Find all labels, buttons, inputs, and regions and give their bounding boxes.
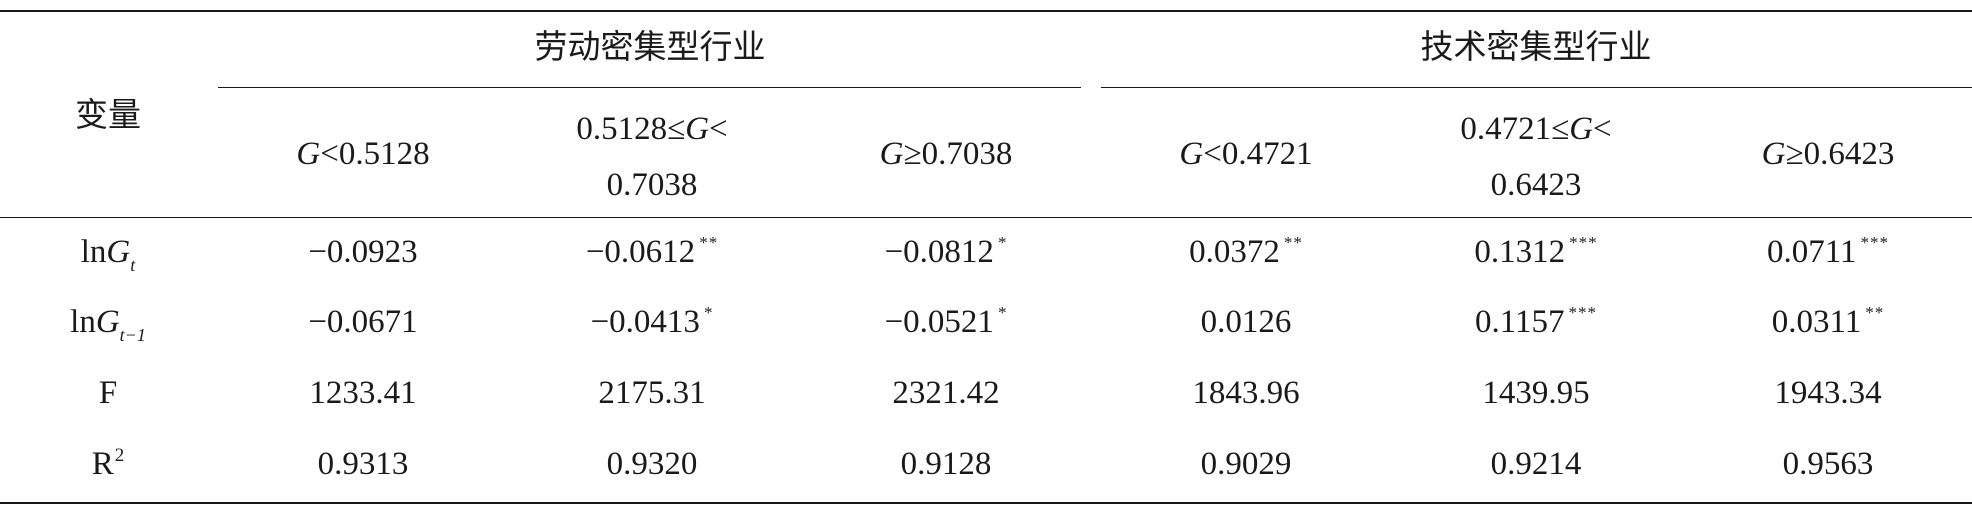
significance-stars: * — [997, 303, 1008, 322]
table-cell: 1843.96 — [1192, 375, 1300, 411]
column-header: 0.5128≤G< 0.7038 — [576, 111, 728, 203]
table-cell: 0.9320 — [606, 446, 698, 482]
row-label: R2 — [91, 445, 125, 482]
header-rule — [0, 217, 1972, 218]
table-cell: 0.0126 — [1200, 304, 1292, 340]
row-label: F — [98, 375, 118, 411]
significance-stars: ** — [699, 233, 719, 252]
italic-g: G — [879, 136, 904, 172]
table-cell: −0.0923 — [308, 234, 418, 270]
top-rule — [0, 10, 1972, 12]
significance-stars: * — [997, 233, 1008, 252]
column-header: G≥0.7038 — [879, 136, 1013, 172]
table-cell: 2175.31 — [598, 375, 706, 411]
bottom-rule — [0, 502, 1972, 504]
group-rule-labor — [218, 87, 1081, 88]
column-header: G<0.4721 — [1179, 136, 1313, 172]
italic-g: G — [1569, 111, 1594, 147]
table-cell: 0.9214 — [1490, 446, 1582, 482]
significance-stars: ** — [1865, 303, 1885, 322]
row-label-subscript: t — [130, 255, 136, 275]
row-label: lnGt — [80, 234, 136, 275]
table-cell: 0.9128 — [900, 446, 992, 482]
table-cell: 0.0372 ** — [1189, 233, 1303, 270]
column-header: G≥0.6423 — [1761, 136, 1895, 172]
table-cell: −0.0612 ** — [585, 233, 719, 270]
significance-stars: *** — [1860, 233, 1890, 252]
italic-g: G — [685, 111, 710, 147]
row-label: lnGt−1 — [70, 304, 146, 345]
group-header-labor: 劳动密集型行业 — [534, 30, 766, 66]
row-label-superscript: 2 — [114, 445, 125, 466]
italic-g: G — [1179, 136, 1204, 172]
table-cell: 2321.42 — [892, 375, 1000, 411]
table-cell: −0.0413 * — [590, 303, 714, 340]
table-cell: 0.1312 *** — [1474, 233, 1598, 270]
italic-g: G — [296, 136, 321, 172]
group-header-tech: 技术密集型行业 — [1420, 30, 1652, 66]
significance-stars: *** — [1568, 303, 1598, 322]
table-cell: 0.9563 — [1782, 446, 1874, 482]
table-cell: 0.9313 — [317, 446, 409, 482]
table-cell: −0.0812 * — [884, 233, 1008, 270]
significance-stars: ** — [1283, 233, 1303, 252]
table-cell: 0.9029 — [1200, 446, 1292, 482]
italic-g: G — [95, 304, 120, 340]
table-cell: −0.0521 * — [884, 303, 1008, 340]
row-label-subscript: t−1 — [119, 325, 146, 345]
column-header: G<0.5128 — [296, 136, 430, 172]
table-cell: 0.0711 *** — [1766, 233, 1890, 270]
table-cell: −0.0671 — [308, 304, 418, 340]
italic-g: G — [1761, 136, 1786, 172]
variable-header: 变量 — [75, 98, 141, 134]
significance-stars: *** — [1569, 233, 1598, 252]
table-cell: 0.0311 ** — [1771, 303, 1885, 340]
significance-stars: * — [703, 303, 714, 322]
table-cell: 1943.34 — [1774, 375, 1882, 411]
column-header: 0.4721≤G< 0.6423 — [1460, 111, 1612, 203]
table-cell: 0.1157 *** — [1474, 303, 1598, 340]
italic-g: G — [106, 234, 131, 270]
group-rule-tech — [1101, 87, 1972, 88]
table-cell: 1233.41 — [309, 375, 417, 411]
table-cell: 1439.95 — [1482, 375, 1590, 411]
